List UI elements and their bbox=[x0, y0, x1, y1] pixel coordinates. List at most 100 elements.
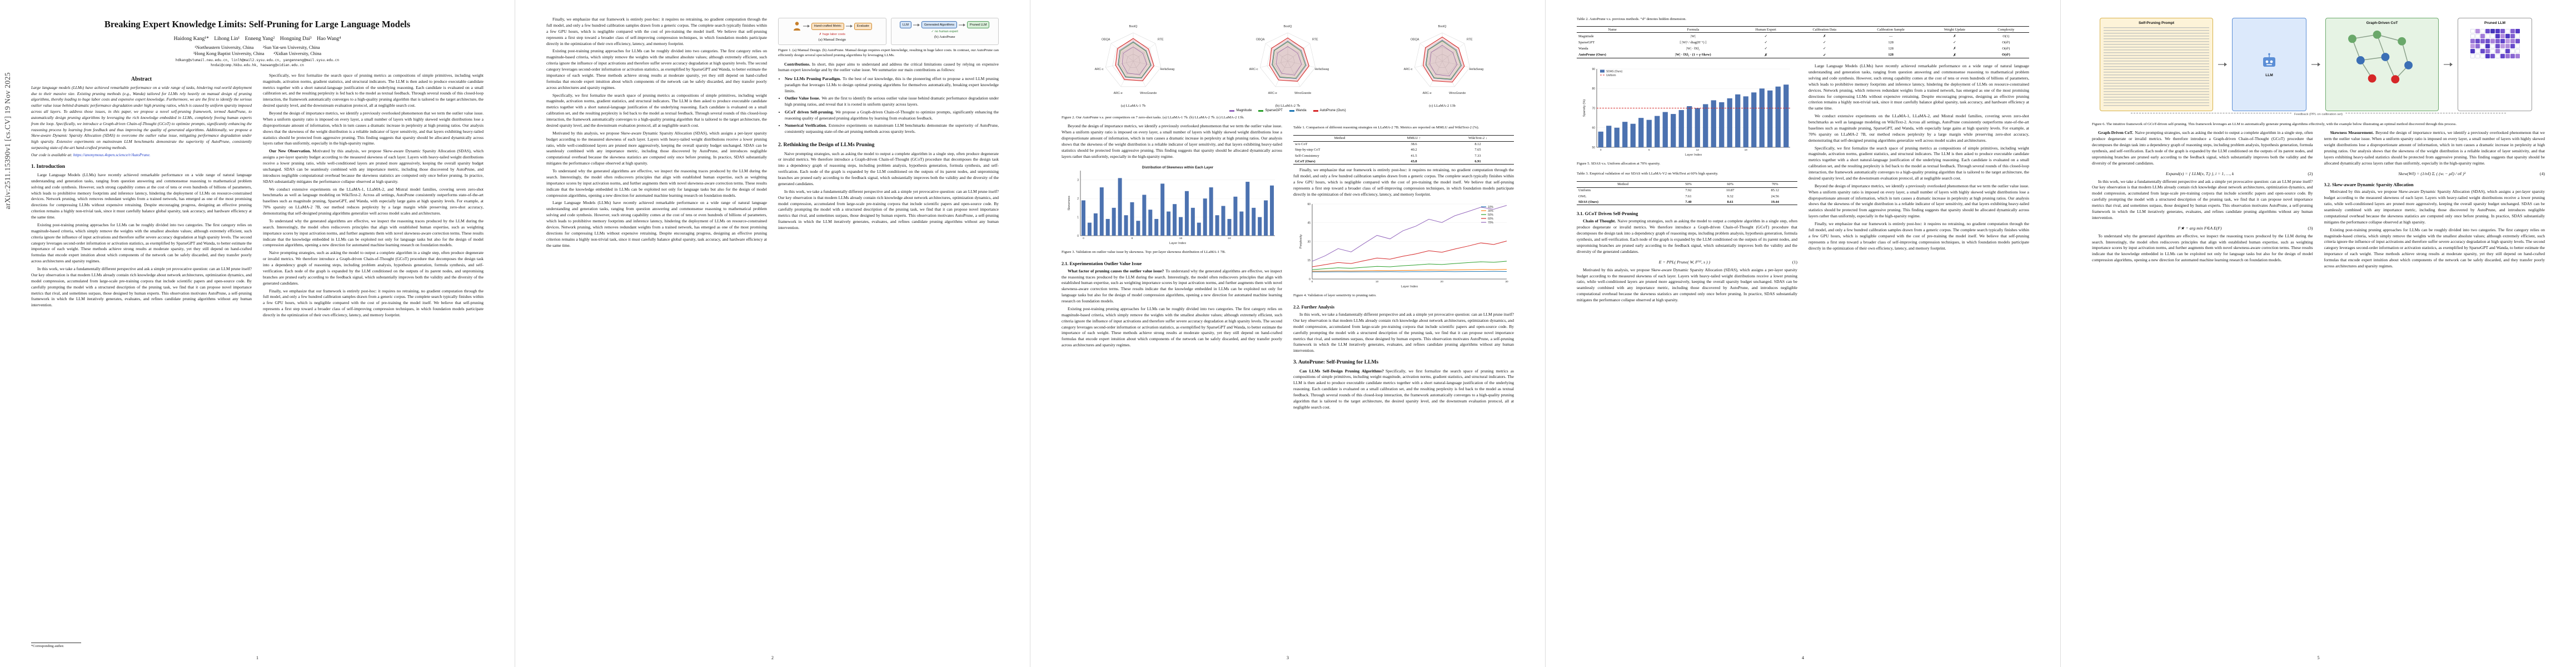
lead-contributions: Contributions. bbox=[784, 61, 810, 67]
figure-1: Hand-crafted Metric Evaluate ✗ huge labo… bbox=[778, 18, 999, 45]
fig6-prompt-box: Self-Pruning Prompt bbox=[2100, 18, 2213, 111]
svg-text:8: 8 bbox=[1131, 237, 1133, 240]
table-cell: |W| bbox=[1691, 34, 1696, 38]
table-3-caption: Table 3. Empirical validation of our SDA… bbox=[1577, 172, 1718, 176]
figure-2-sublabel-c: (c) LLaMA-2 13b bbox=[1429, 104, 1456, 108]
table-cell: 7.92 bbox=[1685, 188, 1692, 193]
equation-body: E = PPL( Prune( W, F⁽ᵏ⁾, s ) ) bbox=[1658, 259, 1711, 265]
figure-6-caption: Figure 6. The intuitive framework of GCo… bbox=[2092, 122, 2457, 126]
svg-text:3: 3 bbox=[1077, 178, 1079, 182]
svg-text:RTE: RTE bbox=[1312, 38, 1318, 42]
paragraph: Existing post-training pruning approache… bbox=[31, 222, 252, 264]
corresponding-author-footnote: *Corresponding author. bbox=[31, 644, 64, 648]
svg-text:60: 60 bbox=[1592, 127, 1595, 130]
table-cell: AutoPrune (Ours) bbox=[1578, 53, 1606, 57]
contribution-item: New LLMs Pruning Paradigm.To the best of… bbox=[785, 76, 999, 94]
table-1: Method MMLU ↑ WikiText-2 ↓ w/o CoT 38.6 8.12 S… bbox=[1293, 135, 1514, 165]
table-cell: GCoT (Ours) bbox=[1295, 159, 1316, 163]
table-cell: 128 bbox=[1888, 40, 1894, 44]
equation-body: Skew(Wℓ) = (1/nℓ) Σᵢ ( (wᵢ − μℓ) / σℓ )³ bbox=[2398, 171, 2466, 176]
lead-what-factor: What factor of pruning causes the outlie… bbox=[1068, 268, 1164, 273]
svg-text:Perplexity: Perplexity bbox=[1299, 234, 1303, 248]
paragraph: Large Language Models (LLMs) have recent… bbox=[546, 200, 767, 248]
paragraph: Motivated by this analysis, we propose S… bbox=[2324, 189, 2545, 225]
table-header-cell: Complexity bbox=[1997, 27, 2015, 32]
footnote-block: *Corresponding author. bbox=[31, 640, 252, 648]
svg-text:24: 24 bbox=[1228, 237, 1231, 240]
fig1-node-llm: LLM bbox=[900, 21, 911, 28]
paragraph: Beyond the design of importance metrics,… bbox=[1808, 183, 2029, 219]
page2-right-column: Hand-crafted Metric Evaluate ✗ huge labo… bbox=[778, 17, 999, 648]
svg-text:30%: 30% bbox=[1488, 210, 1494, 213]
svg-text:Skewness: Skewness bbox=[1068, 196, 1071, 211]
equation-body: Expand(x) = { LLM(x, Tᵢ) }, i = 1, …, k bbox=[2166, 171, 2234, 176]
table-cell: — bbox=[1889, 34, 1893, 38]
svg-text:0: 0 bbox=[1311, 280, 1313, 283]
table-header-cell: Calibration Sample bbox=[1877, 27, 1905, 32]
svg-text:RTE: RTE bbox=[1158, 38, 1164, 42]
svg-text:45: 45 bbox=[1307, 221, 1311, 225]
svg-text:OBQA: OBQA bbox=[1256, 38, 1265, 42]
table-cell: 85.12 bbox=[1771, 188, 1779, 193]
svg-text:BoolQ: BoolQ bbox=[1129, 25, 1138, 28]
radar-chart-llama2-13b: BoolQ RTE HellaSwag WinoGrande ARC-e ARC-c OBQ… bbox=[1371, 18, 1513, 104]
paragraph: Skewness Measurement. Beyond the design o… bbox=[2324, 130, 2545, 166]
paragraph: Existing post-training pruning approache… bbox=[546, 48, 767, 90]
paragraph: Can LLMs Self-Design Pruning Algorithms?… bbox=[1293, 369, 1514, 411]
contribution-list: New LLMs Pruning Paradigm.To the best of… bbox=[778, 76, 999, 136]
svg-text:ARC-e: ARC-e bbox=[1423, 92, 1432, 95]
table-cell: SparseGPT bbox=[1578, 40, 1595, 44]
section-3-2-heading: 3.2. Skew-aware Dynamic Sparsity Allocat… bbox=[2324, 182, 2414, 187]
svg-text:30: 30 bbox=[1505, 280, 1508, 283]
section-3-heading: 3. AutoPrune: Self-Pruning for LLMs bbox=[1293, 360, 1379, 366]
paragraph: In this work, we take a fundamentally di… bbox=[1293, 312, 1514, 354]
table-cell: ✗ bbox=[1953, 47, 1956, 51]
figure-4-caption: Figure 4. Validation of layer sensitivit… bbox=[1293, 293, 1377, 297]
fig1-node-candidates: Generated Algorithms bbox=[921, 21, 957, 28]
page1-right-column: Specifically, we first formalize the sea… bbox=[263, 73, 484, 648]
svg-text:12: 12 bbox=[1696, 148, 1699, 152]
page-number: 4 bbox=[1802, 655, 1804, 660]
svg-text:Uniform: Uniform bbox=[1606, 74, 1616, 77]
table-header-cell: 50% bbox=[1685, 182, 1692, 187]
table-cell: OWL bbox=[1578, 194, 1587, 198]
code-link[interactable]: https://anonymous.4open.science/r/AutoPr… bbox=[73, 152, 151, 157]
svg-text:80: 80 bbox=[1592, 87, 1595, 91]
paragraph: Finally, we emphasize that our framework… bbox=[546, 17, 767, 46]
paragraph-text: Specifically, we first formalize the sea… bbox=[1293, 368, 1514, 410]
fig6-feedback-loop: Feedback (PPL on calibration set) bbox=[2131, 113, 2506, 118]
paragraph: Naive prompting strategies, such as aski… bbox=[263, 250, 484, 286]
paragraph: Our New Observation. Motivated by this an… bbox=[263, 148, 484, 185]
llm-icon bbox=[2263, 53, 2275, 67]
table-2: Name Formula Human Expert Calibration Data C… bbox=[1577, 26, 2029, 58]
paragraph-text: Beyond the design of importance metrics,… bbox=[2324, 130, 2545, 166]
table-cell: |W| · ‖X‖₂ · (1 + γ·Skew) bbox=[1675, 53, 1711, 57]
equation-3: F★ = arg min F∈A E(F) (3) bbox=[2092, 226, 2313, 231]
fig6-output-title: Pruned LLM bbox=[2484, 21, 2506, 25]
page3-left-column: Beyond the design of importance metrics,… bbox=[1062, 123, 1282, 648]
table-cell: ✓ bbox=[1764, 34, 1767, 39]
fig6-llm-box: LLM bbox=[2232, 18, 2306, 111]
paragraph: Large Language Models (LLMs) have recent… bbox=[1808, 63, 2029, 111]
table-cell: ✓ bbox=[1823, 53, 1826, 57]
code-prefix: Our code is available at: bbox=[31, 152, 72, 157]
equation-number: (3) bbox=[2308, 225, 2313, 231]
table-header-cell: 70% bbox=[1771, 182, 1778, 187]
svg-text:ARC-c: ARC-c bbox=[1249, 68, 1258, 71]
svg-text:ARC-c: ARC-c bbox=[1404, 68, 1413, 71]
table-cell: 128 bbox=[1888, 53, 1894, 57]
table-header-cell: Formula bbox=[1687, 27, 1700, 32]
fig6-gcot-box: Graph-Driven CoT bbox=[2325, 18, 2439, 111]
page-3: BoolQ RTE HellaSwag WinoGrande ARC-e ARC-c OBQ… bbox=[1030, 0, 1546, 667]
fig6-feedback-label: Feedback (PPL on calibration set) bbox=[2291, 113, 2346, 116]
paragraph: Existing post-training pruning approache… bbox=[2324, 227, 2545, 268]
table-cell: w/o CoT bbox=[1295, 142, 1308, 147]
svg-text:20: 20 bbox=[1440, 280, 1443, 283]
fig6-prompt-title: Self-Pruning Prompt bbox=[2138, 21, 2175, 25]
paragraph: Graph-Driven CoT. Naive prompting strateg… bbox=[2092, 130, 2313, 166]
table-1-caption: Table 1. Comparison of different reasoni… bbox=[1293, 126, 1479, 130]
equation-number: (4) bbox=[2539, 171, 2545, 176]
svg-text:50: 50 bbox=[1592, 146, 1595, 150]
table-cell: ✗ bbox=[1823, 34, 1826, 39]
